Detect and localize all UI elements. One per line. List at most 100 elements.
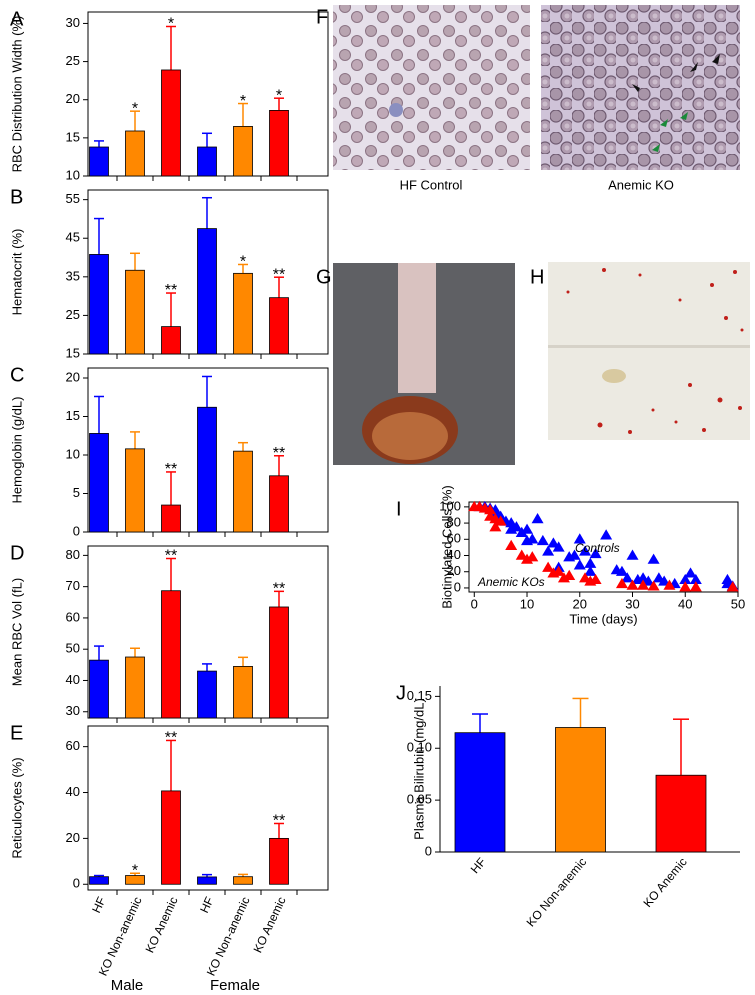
significance: * bbox=[240, 93, 246, 110]
point bbox=[484, 504, 497, 515]
bar bbox=[89, 146, 109, 177]
y-axis-label: Hematocrit (%) bbox=[9, 229, 24, 316]
point bbox=[663, 579, 676, 590]
photo-detail bbox=[548, 345, 750, 348]
bar bbox=[269, 475, 289, 533]
point bbox=[542, 545, 555, 556]
point bbox=[689, 581, 702, 592]
group-label: Female bbox=[210, 977, 260, 994]
photo-h bbox=[548, 262, 750, 440]
point bbox=[526, 533, 539, 544]
y-tick-label: 0.05 bbox=[407, 792, 432, 807]
point bbox=[515, 549, 528, 560]
point bbox=[615, 577, 628, 589]
significance: ** bbox=[165, 730, 177, 747]
point bbox=[510, 521, 523, 532]
bar bbox=[125, 656, 145, 719]
bar bbox=[555, 727, 606, 853]
point bbox=[679, 573, 692, 585]
panel-letter: E bbox=[10, 722, 23, 744]
panel-letter: F bbox=[316, 6, 328, 28]
series-label: Anemic KOs bbox=[477, 575, 545, 589]
y-tick-label: 0 bbox=[425, 843, 432, 858]
point bbox=[615, 565, 628, 576]
panel-letter: I bbox=[396, 498, 402, 520]
y-axis-label: Biotinylated Cells (%) bbox=[439, 485, 454, 609]
bar bbox=[125, 130, 145, 177]
point bbox=[536, 534, 549, 546]
x-tick-label: HF bbox=[468, 855, 489, 876]
bar bbox=[89, 659, 109, 719]
bar bbox=[197, 670, 217, 719]
x-tick-label: HF bbox=[197, 895, 216, 915]
point bbox=[621, 572, 634, 583]
bar bbox=[161, 326, 181, 355]
point bbox=[573, 533, 586, 544]
y-tick-label: 15 bbox=[66, 129, 80, 144]
y-tick-label: 40 bbox=[66, 784, 80, 799]
y-tick-label: 0.10 bbox=[407, 740, 432, 755]
x-axis-label: Time (days) bbox=[569, 611, 637, 626]
x-tick-label: KO Anemic bbox=[251, 895, 289, 955]
bar bbox=[125, 875, 145, 885]
point bbox=[563, 569, 576, 580]
y-tick-label: 30 bbox=[66, 703, 80, 718]
y-tick-label: 60 bbox=[66, 738, 80, 753]
blood-spots bbox=[566, 268, 744, 434]
series-label: Controls bbox=[575, 541, 620, 555]
point bbox=[647, 580, 660, 591]
y-tick-label: 25 bbox=[66, 307, 80, 322]
point bbox=[568, 549, 581, 560]
bar bbox=[125, 269, 145, 355]
point bbox=[584, 557, 597, 568]
point bbox=[515, 526, 528, 538]
bar bbox=[233, 666, 253, 719]
arrowheads bbox=[652, 112, 688, 152]
y-tick-label: 50 bbox=[66, 641, 80, 656]
x-tick-label: KO Non-anemic bbox=[524, 855, 590, 929]
bar bbox=[233, 126, 253, 177]
y-tick-label: 15 bbox=[66, 345, 80, 360]
y-tick-label: 80 bbox=[447, 515, 461, 530]
bar bbox=[269, 837, 289, 885]
x-tick-label: KO Anemic bbox=[640, 855, 689, 910]
bar bbox=[269, 297, 289, 355]
point bbox=[726, 581, 739, 592]
point bbox=[579, 545, 592, 556]
point bbox=[489, 521, 502, 532]
bar bbox=[269, 606, 289, 719]
y-tick-label: 40 bbox=[447, 547, 461, 562]
significance: ** bbox=[165, 282, 177, 299]
panel-letter: C bbox=[10, 364, 24, 386]
y-tick-label: 55 bbox=[66, 191, 80, 206]
plot-frame bbox=[468, 501, 739, 593]
x-tick-label: 50 bbox=[731, 596, 745, 611]
point bbox=[684, 567, 697, 578]
point bbox=[647, 553, 660, 564]
point bbox=[689, 573, 702, 585]
bar bbox=[125, 448, 145, 533]
bar bbox=[454, 732, 506, 853]
point bbox=[531, 513, 544, 524]
panel-letter: H bbox=[530, 266, 544, 288]
point bbox=[526, 551, 539, 562]
y-tick-label: 20 bbox=[447, 563, 461, 578]
point bbox=[505, 539, 518, 550]
bar bbox=[89, 433, 109, 533]
x-tick-label: 0 bbox=[471, 596, 478, 611]
photo-detail bbox=[602, 369, 626, 383]
significance: ** bbox=[273, 813, 285, 830]
photo-detail bbox=[389, 103, 403, 117]
y-tick-label: 0 bbox=[73, 523, 80, 538]
y-tick-label: 10 bbox=[66, 446, 80, 461]
y-tick-label: 70 bbox=[66, 578, 80, 593]
significance: * bbox=[132, 862, 138, 879]
point bbox=[552, 565, 565, 576]
y-tick-label: 20 bbox=[66, 369, 80, 384]
panel-letter: G bbox=[316, 266, 332, 288]
group-label: Male bbox=[111, 977, 144, 994]
photo-detail bbox=[372, 412, 448, 460]
significance: * bbox=[276, 87, 282, 104]
bar bbox=[89, 254, 109, 355]
significance: ** bbox=[165, 461, 177, 478]
